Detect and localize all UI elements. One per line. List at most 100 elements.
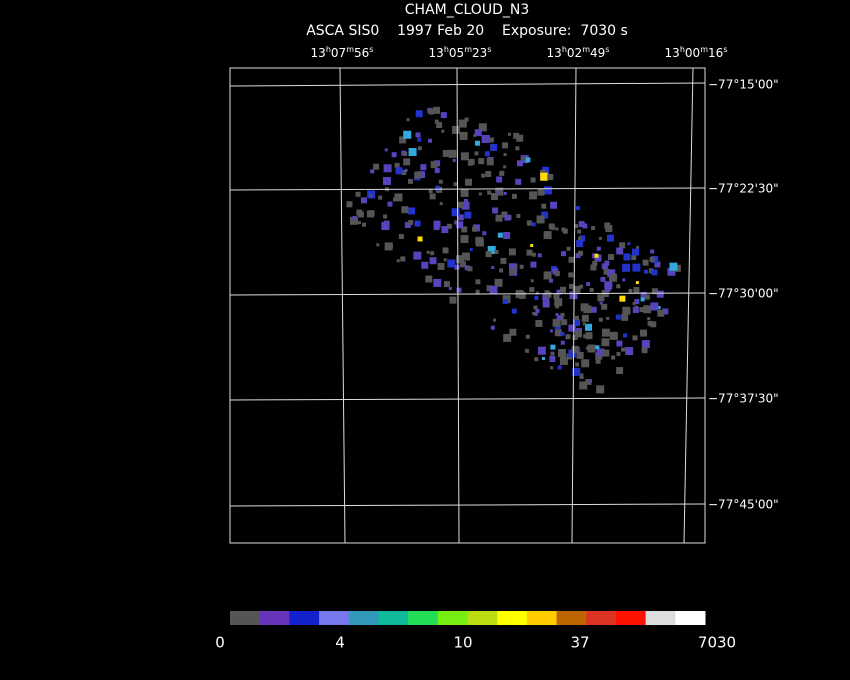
dec-label: −77°15'00" <box>708 78 779 92</box>
pixel <box>433 224 440 231</box>
pixel <box>575 362 580 367</box>
colorbar-cell <box>289 611 320 625</box>
pixel <box>627 242 631 246</box>
pixel <box>490 143 498 151</box>
pixel <box>534 357 539 362</box>
pixel <box>543 271 552 280</box>
pixel <box>503 191 507 195</box>
pixel <box>346 201 353 208</box>
pixel <box>555 304 560 309</box>
pixel <box>357 211 364 218</box>
pixel <box>561 227 566 232</box>
ra-part: 05 <box>449 46 464 60</box>
pixel <box>621 347 626 352</box>
pixel <box>592 260 598 266</box>
pixel <box>583 334 588 339</box>
pixel <box>628 288 633 293</box>
pixel <box>550 201 558 209</box>
pixel <box>485 171 492 178</box>
pixel <box>654 261 661 268</box>
pixel <box>647 317 651 321</box>
colorbar-cell <box>586 611 617 625</box>
pixel <box>519 264 524 269</box>
pixel <box>427 138 432 143</box>
pixel <box>623 253 631 261</box>
pixel <box>635 281 639 285</box>
pixel <box>642 259 649 266</box>
pixel <box>604 281 613 290</box>
pixel <box>437 262 445 270</box>
dec-label: −77°37'30" <box>708 392 779 406</box>
pixel <box>440 112 447 119</box>
pixel <box>414 220 421 227</box>
pixel <box>378 195 383 200</box>
pixel <box>401 206 409 214</box>
pixel <box>606 234 614 242</box>
pixel <box>591 226 596 231</box>
pixel <box>566 246 571 251</box>
pixel <box>633 286 640 293</box>
pixel <box>474 151 479 156</box>
pixel <box>537 188 545 196</box>
pixel <box>383 164 392 173</box>
colorbar-cell <box>378 611 409 625</box>
pixel <box>401 170 407 176</box>
pixel <box>604 222 611 229</box>
pixel <box>572 335 578 341</box>
pixel <box>640 291 647 298</box>
pixel <box>579 235 586 242</box>
pixel <box>536 215 545 224</box>
pixel <box>456 221 464 229</box>
pixel <box>541 357 545 361</box>
pixel <box>560 286 567 293</box>
pixel <box>495 188 500 193</box>
pixel <box>541 211 549 219</box>
pixel <box>447 259 456 268</box>
colorbar-cell <box>437 611 468 625</box>
pixel <box>499 268 504 273</box>
colorbar <box>230 611 706 625</box>
pixel <box>550 344 556 350</box>
pixel <box>656 290 664 298</box>
ra-part: 13 <box>665 46 680 60</box>
pixel <box>640 329 648 337</box>
pixel <box>461 201 470 210</box>
pixel <box>403 130 412 139</box>
pixel <box>622 306 631 315</box>
subtitle: ASCA SIS0 1997 Feb 20 Exposure: 7030 s <box>306 23 628 39</box>
pixel <box>503 333 512 342</box>
pixel <box>530 261 537 268</box>
pixel <box>647 320 653 326</box>
pixel <box>632 263 641 272</box>
pixel <box>575 206 580 211</box>
pixel <box>594 254 602 262</box>
pixel <box>464 265 470 271</box>
pixel <box>559 356 568 365</box>
pixel <box>568 256 575 263</box>
colorbar-label: 4 <box>335 634 345 652</box>
colorbar-cell <box>408 611 439 625</box>
pixel <box>554 329 562 337</box>
ra-part: 00 <box>685 46 700 60</box>
pixel <box>572 285 581 294</box>
colorbar-cell <box>319 611 350 625</box>
pixel <box>543 186 552 195</box>
pixel <box>582 223 588 229</box>
pixel <box>501 211 508 218</box>
pixel <box>521 156 526 161</box>
colorbar-cell <box>615 611 647 625</box>
pixel <box>615 314 621 320</box>
pixel <box>485 251 492 258</box>
frame <box>229 67 706 544</box>
pixel <box>461 226 468 233</box>
pixel <box>400 256 406 262</box>
ra-label: 13h07m56s <box>311 45 374 60</box>
pixel <box>604 285 611 292</box>
pixel <box>443 281 450 288</box>
pixel <box>408 219 414 225</box>
pixel <box>515 146 520 151</box>
colorbar-cell <box>467 611 498 625</box>
pixel <box>585 378 592 385</box>
ra-label: 13h02m49s <box>547 45 610 60</box>
pixel <box>581 314 589 322</box>
